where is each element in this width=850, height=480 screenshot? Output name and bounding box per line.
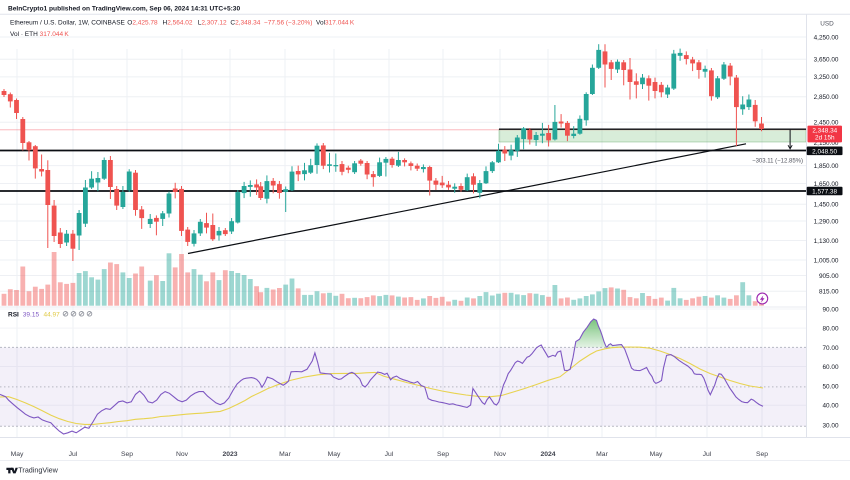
svg-text:30.00: 30.00 [823,422,839,429]
svg-text:Sep: Sep [756,451,768,458]
svg-text:Ethereum / U.S. Dollar, 1W, CO: Ethereum / U.S. Dollar, 1W, COINBASE O2,4… [10,19,355,26]
svg-text:BeInCrypto1 published on Tradi: BeInCrypto1 published on TradingView.com… [8,6,240,13]
svg-text:2,450.00: 2,450.00 [814,120,839,127]
svg-text:Jul: Jul [703,451,712,458]
svg-text:Jul: Jul [385,451,394,458]
svg-text:1,850.00: 1,850.00 [814,163,839,170]
svg-text:815.00: 815.00 [819,289,839,296]
svg-text:Nov: Nov [494,451,507,458]
svg-text:40.00: 40.00 [823,403,839,410]
svg-text:1,290.00: 1,290.00 [814,218,839,225]
svg-text:2,048.50: 2,048.50 [812,148,837,155]
svg-text:RSI: RSI [8,311,19,318]
svg-text:2,150.00: 2,150.00 [814,140,839,147]
svg-text:May: May [328,451,341,458]
svg-text:May: May [11,451,24,458]
svg-text:Sep: Sep [121,451,133,458]
svg-text:2024: 2024 [540,451,555,458]
svg-text:1,450.00: 1,450.00 [814,202,839,209]
svg-text:2,850.00: 2,850.00 [814,94,839,101]
svg-text:70.00: 70.00 [823,345,839,352]
svg-text:Nov: Nov [176,451,189,458]
svg-text:1,650.00: 1,650.00 [814,181,839,188]
svg-text:May: May [650,451,663,458]
svg-text:Vol · ETH 317.044 K: Vol · ETH 317.044 K [10,31,69,38]
svg-text:2023: 2023 [222,451,237,458]
svg-text:44.97: 44.97 [44,311,61,318]
svg-text:3,650.00: 3,650.00 [814,57,839,64]
svg-text:USD: USD [820,21,834,28]
svg-text:1,130.00: 1,130.00 [814,238,839,245]
svg-text:80.00: 80.00 [823,325,839,332]
svg-text:−303.11 (−12.85%): −303.11 (−12.85%) [752,159,803,165]
svg-text:Mar: Mar [596,451,608,458]
svg-text:2d 15h: 2d 15h [815,135,835,142]
svg-text:Sep: Sep [437,451,449,458]
svg-text:4,250.00: 4,250.00 [814,34,839,41]
svg-text:Jul: Jul [69,451,78,458]
svg-text:TradingView: TradingView [18,466,58,475]
svg-text:39.15: 39.15 [23,311,40,318]
svg-text:50.00: 50.00 [823,383,839,390]
svg-text:60.00: 60.00 [823,364,839,371]
svg-text:905.00: 905.00 [819,273,839,280]
svg-text:3,250.00: 3,250.00 [814,74,839,81]
svg-text:1,577.38: 1,577.38 [812,189,837,196]
svg-text:90.00: 90.00 [823,306,839,313]
svg-text:Mar: Mar [279,451,291,458]
svg-text:2,348.34: 2,348.34 [812,127,837,134]
svg-text:1,005.00: 1,005.00 [814,257,839,264]
